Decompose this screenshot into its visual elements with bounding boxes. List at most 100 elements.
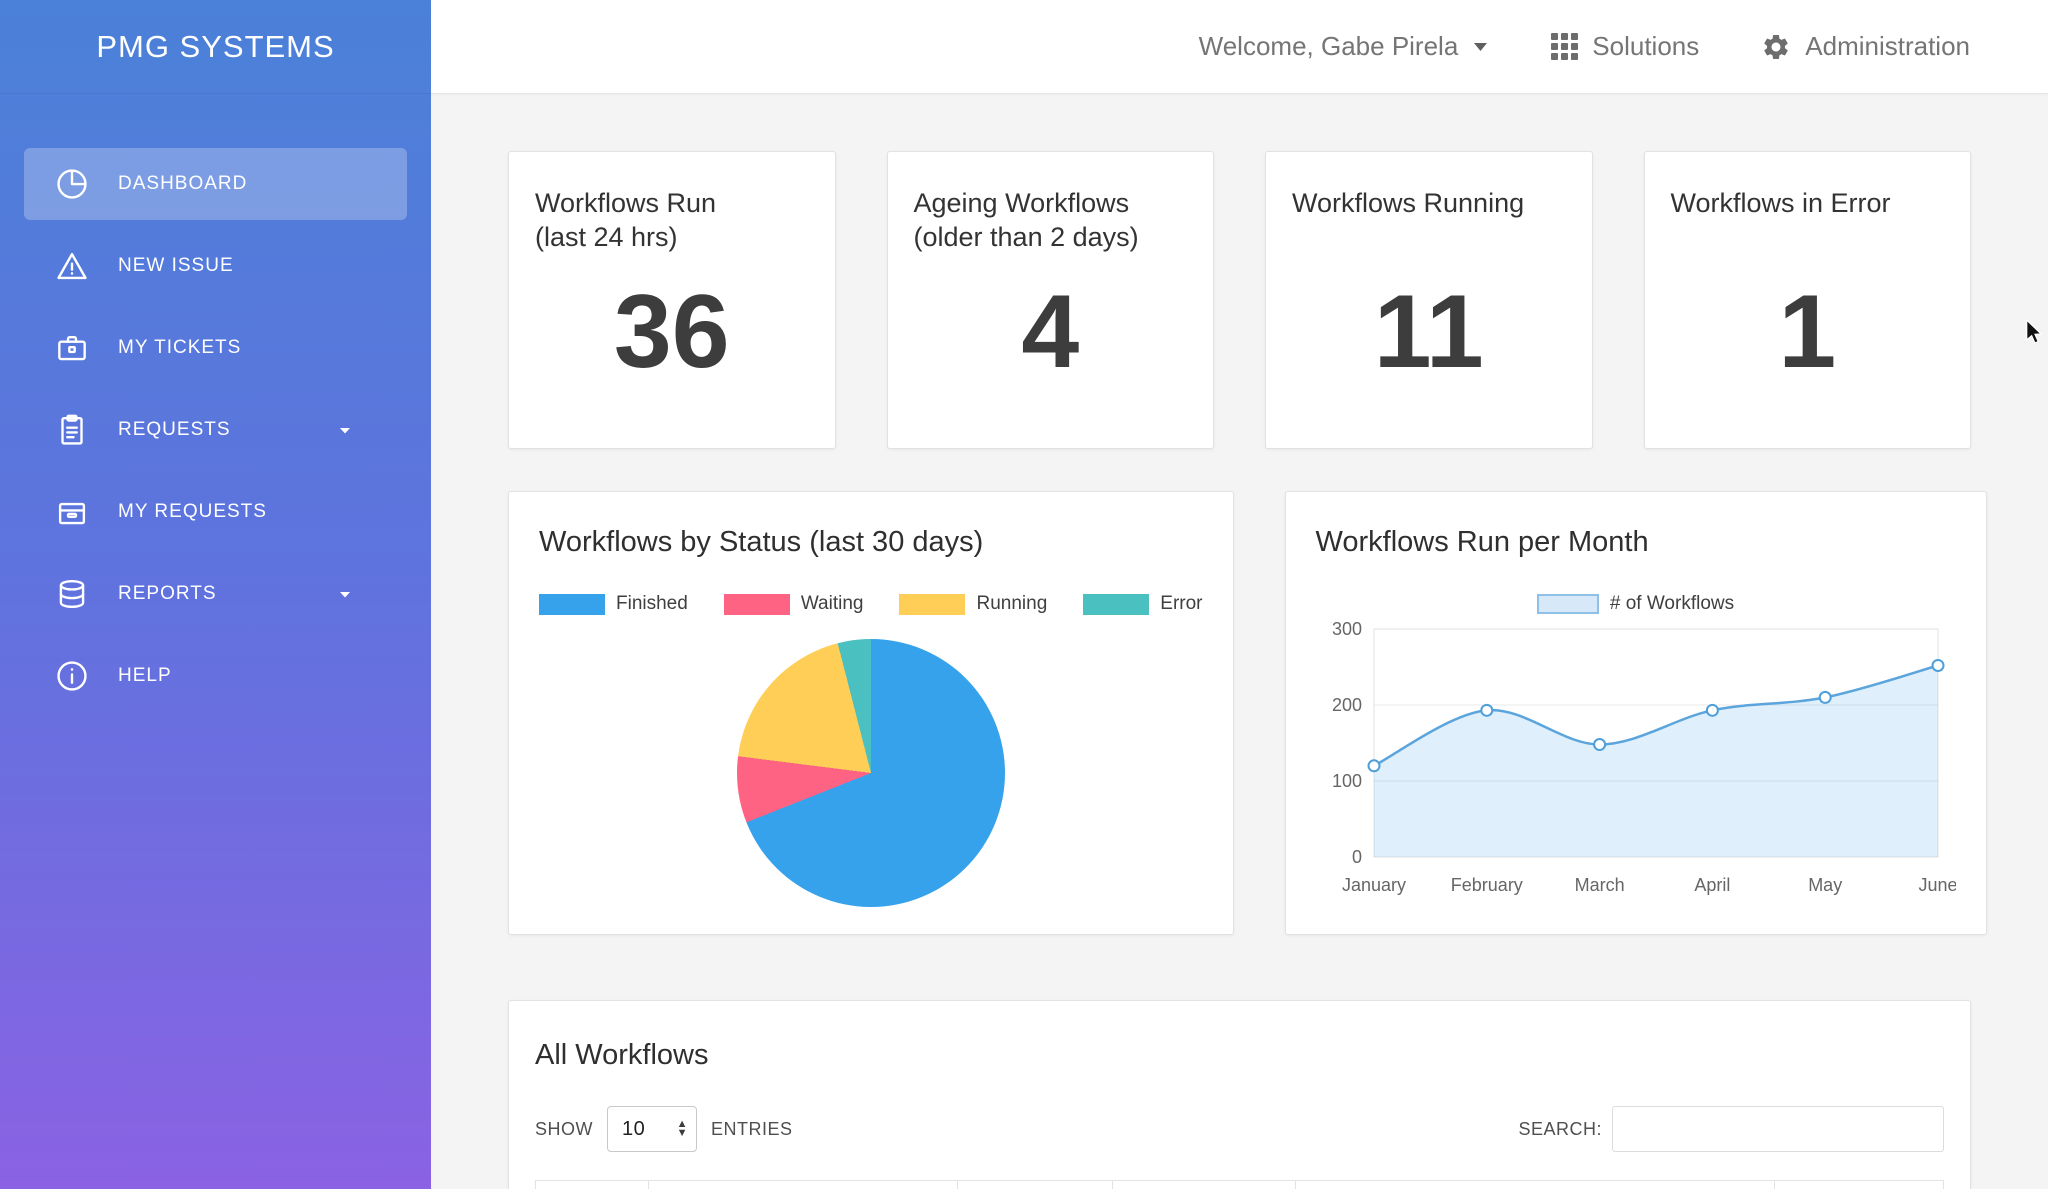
sidebar-nav: DASHBOARD NEW ISSUE MY TICKETS REQUESTS: [0, 94, 431, 712]
sidebar-item-label: HELP: [118, 665, 172, 686]
legend-swatch-icon: [1083, 593, 1150, 615]
gear-icon: [1761, 32, 1791, 62]
sidebar-item-label: MY REQUESTS: [118, 501, 267, 522]
brand: PMG SYSTEMS: [0, 0, 431, 94]
svg-text:May: May: [1808, 875, 1842, 895]
charts-row: Workflows by Status (last 30 days) Finis…: [508, 491, 1987, 935]
workflows-table: STARTED LAST: [535, 1180, 1944, 1189]
main-area: Welcome, Gabe Pirela Solutions: [431, 0, 2048, 1189]
sidebar-item-label: REPORTS: [118, 583, 217, 604]
chevron-down-icon: [1472, 41, 1489, 53]
table-header-cell[interactable]: LAST: [1774, 1180, 1944, 1189]
table-controls: SHOW 10 ▲ ▼ ENTRIES SEARCH:: [535, 1106, 1944, 1152]
solutions-label: Solutions: [1592, 31, 1700, 61]
legend-item[interactable]: Running: [899, 593, 1047, 615]
table-header-cell[interactable]: STARTED: [957, 1180, 1114, 1189]
sidebar-item-help[interactable]: HELP: [24, 640, 407, 712]
table-title: All Workflows: [535, 1039, 709, 1071]
table-header-cell[interactable]: [535, 1180, 649, 1189]
stat-value: 4: [1021, 274, 1080, 390]
table-header-cell[interactable]: [1295, 1180, 1776, 1189]
svg-text:April: April: [1694, 875, 1730, 895]
dashboard-content: Workflows Run (last 24 hrs) 36 Ageing Wor…: [431, 94, 2048, 1189]
topbar: Welcome, Gabe Pirela Solutions: [431, 0, 2048, 94]
search-group: SEARCH:: [1518, 1106, 1944, 1152]
legend-item[interactable]: Waiting: [723, 593, 864, 615]
search-label: SEARCH:: [1518, 1118, 1602, 1139]
stat-title: Workflows Run (last 24 hrs): [535, 188, 717, 252]
administration-button[interactable]: Administration: [1761, 31, 1970, 62]
line-chart-card: Workflows Run per Month # of Workflows 0…: [1284, 491, 1987, 935]
table-header-cell[interactable]: [1112, 1180, 1297, 1189]
chart-title: Workflows by Status (last 30 days): [539, 526, 984, 558]
search-input[interactable]: [1612, 1106, 1944, 1152]
clipboard-icon: [52, 410, 92, 450]
sidebar-item-requests[interactable]: REQUESTS: [24, 394, 407, 466]
sidebar-item-label: NEW ISSUE: [118, 255, 234, 276]
line-chart[interactable]: 0 100 200 300 January February March April May Ju…: [1316, 617, 1956, 901]
pie-legend: Finished Waiting Running Error: [539, 593, 1203, 615]
sidebar-item-new-issue[interactable]: NEW ISSUE: [24, 230, 407, 302]
briefcase-icon: [52, 328, 92, 368]
legend-label: Waiting: [800, 593, 864, 614]
pie-chart-card: Workflows by Status (last 30 days) Finis…: [508, 491, 1234, 935]
legend-label: Error: [1160, 593, 1203, 614]
svg-text:June: June: [1918, 875, 1956, 895]
svg-text:300: 300: [1331, 619, 1361, 639]
legend-swatch-icon: [1536, 594, 1599, 614]
administration-label: Administration: [1805, 31, 1970, 61]
sidebar-item-dashboard[interactable]: DASHBOARD: [24, 148, 407, 220]
stat-value: 36: [613, 274, 730, 390]
sidebar-item-my-requests[interactable]: MY REQUESTS: [24, 476, 407, 548]
stat-value: 1: [1778, 274, 1837, 390]
legend-item[interactable]: # of Workflows: [1536, 593, 1735, 615]
stat-title: Workflows in Error: [1670, 188, 1891, 218]
sidebar-item-label: DASHBOARD: [118, 173, 248, 194]
stat-title: Workflows Running: [1292, 188, 1525, 218]
svg-text:February: February: [1450, 875, 1522, 895]
legend-label: # of Workflows: [1609, 593, 1735, 614]
legend-swatch-icon: [899, 593, 966, 615]
sidebar-item-label: MY TICKETS: [118, 337, 242, 358]
sidebar-item-reports[interactable]: REPORTS: [24, 558, 407, 630]
grid-icon: [1551, 33, 1579, 60]
line-legend: # of Workflows: [1316, 593, 1956, 615]
mouse-cursor: [2026, 320, 2043, 344]
chart-title: Workflows Run per Month: [1315, 526, 1649, 558]
sidebar-item-label: REQUESTS: [118, 419, 231, 440]
legend-swatch-icon: [723, 593, 790, 615]
chevron-down-icon: [337, 422, 353, 438]
all-workflows-card: All Workflows SHOW 10 ▲ ▼ ENTRIES SEARCH:: [508, 1000, 1971, 1189]
stat-card-workflows-in-error: Workflows in Error 1: [1643, 151, 1971, 449]
welcome-text: Welcome, Gabe Pirela: [1198, 31, 1459, 61]
show-label: SHOW: [535, 1118, 593, 1139]
stat-card-ageing-workflows: Ageing Workflows (older than 2 days) 4: [886, 151, 1214, 449]
table-header-row: STARTED LAST: [535, 1180, 1944, 1189]
warning-icon: [52, 246, 92, 286]
pie-chart-icon: [52, 164, 92, 204]
legend-item[interactable]: Finished: [539, 593, 688, 615]
legend-item[interactable]: Error: [1083, 593, 1203, 615]
pie-chart[interactable]: [736, 639, 1005, 907]
user-menu[interactable]: Welcome, Gabe Pirela: [1199, 31, 1490, 62]
legend-label: Running: [976, 593, 1048, 614]
table-header-cell[interactable]: [647, 1180, 959, 1189]
stat-card-workflows-running: Workflows Running 11: [1265, 151, 1593, 449]
solutions-button[interactable]: Solutions: [1551, 31, 1699, 62]
stat-card-workflows-run: Workflows Run (last 24 hrs) 36: [508, 151, 836, 449]
entries-label: ENTRIES: [711, 1118, 793, 1139]
page-size-select[interactable]: 10 ▲ ▼: [607, 1106, 697, 1152]
chevron-down-icon: [337, 586, 353, 602]
legend-label: Finished: [616, 593, 688, 614]
sidebar-item-my-tickets[interactable]: MY TICKETS: [24, 312, 407, 384]
archive-icon: [52, 492, 92, 532]
info-icon: [52, 656, 92, 696]
svg-text:200: 200: [1331, 695, 1361, 715]
page-size-value: 10: [622, 1117, 646, 1140]
stat-value: 11: [1373, 274, 1484, 390]
legend-swatch-icon: [539, 593, 605, 615]
sidebar: PMG SYSTEMS DASHBOARD NEW ISSUE MY TICKE…: [0, 0, 431, 1189]
svg-text:100: 100: [1331, 771, 1361, 791]
stat-title: Ageing Workflows (older than 2 days): [913, 188, 1139, 252]
